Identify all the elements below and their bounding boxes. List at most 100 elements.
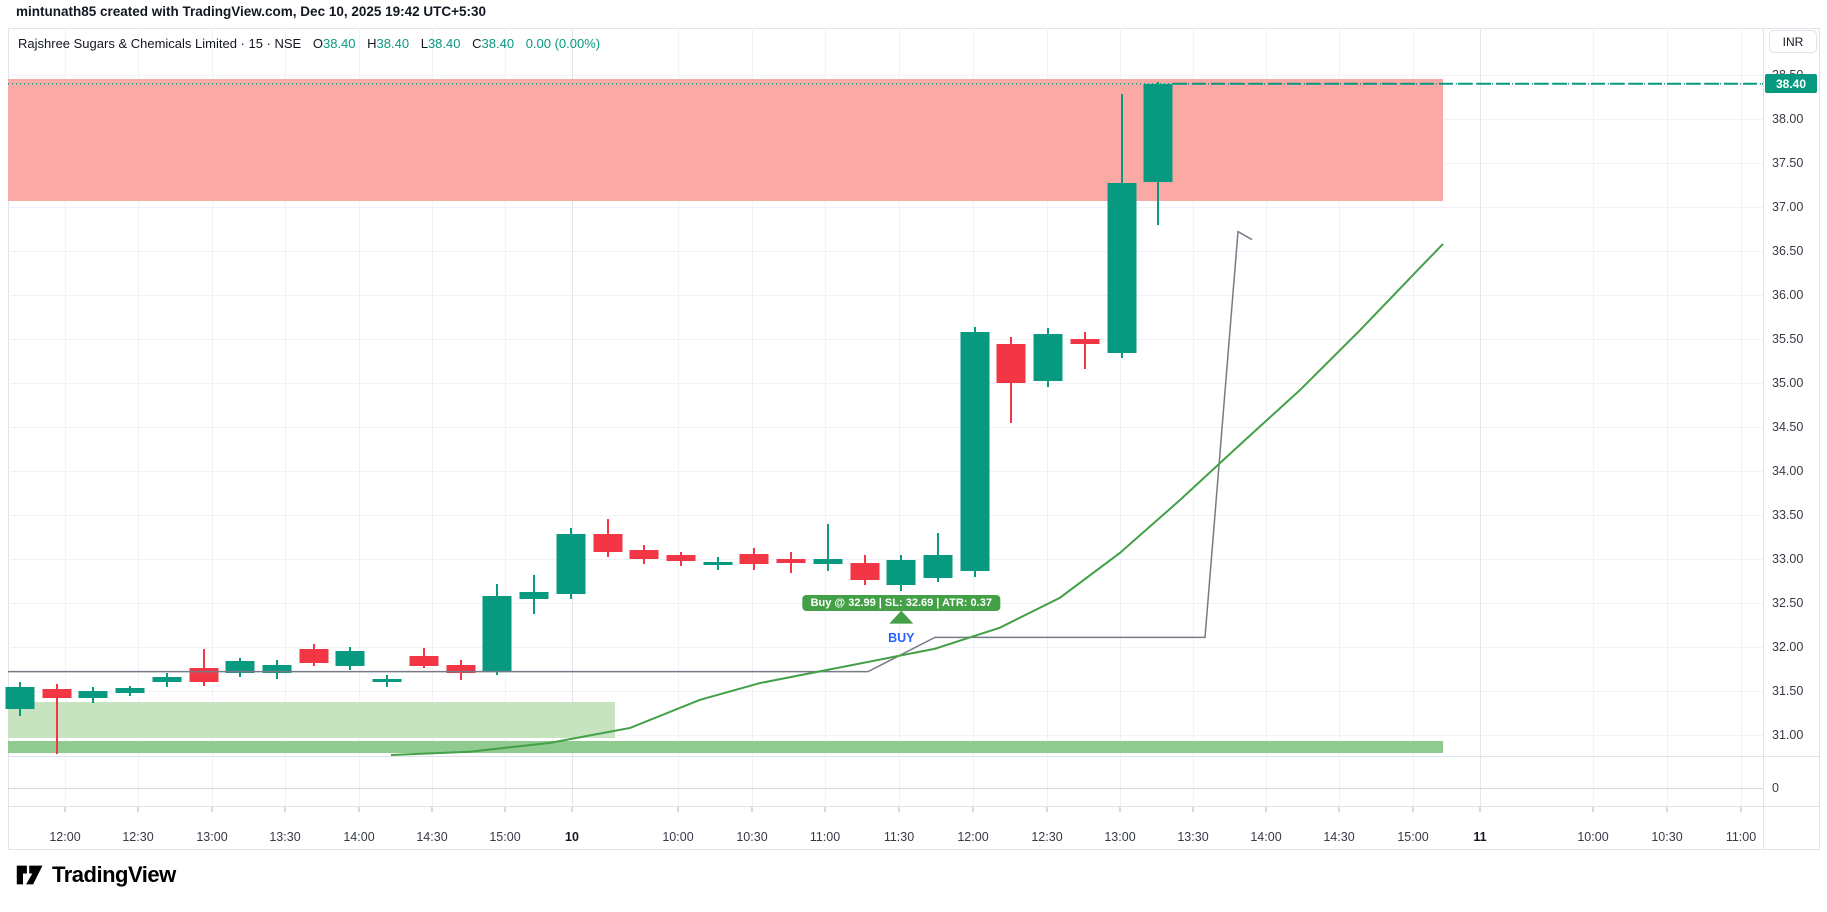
candle-up[interactable] — [556, 534, 586, 595]
low-value: 38.40 — [427, 36, 461, 51]
time-tick-mark — [1740, 807, 1742, 812]
time-tick-mark — [1412, 807, 1414, 812]
candle-up[interactable] — [960, 331, 990, 572]
time-tick-mark — [824, 807, 826, 812]
change-value: 0.00 (0.00%) — [525, 36, 601, 51]
demand-zone[interactable] — [8, 701, 615, 738]
buy-signal-label[interactable]: Buy @ 32.99 | SL: 32.69 | ATR: 0.37 — [802, 594, 1000, 611]
time-tick-label: 15:00 — [489, 830, 521, 844]
horizontal-gridline — [8, 383, 1763, 384]
watermark-attribution: mintunath85 created with TradingView.com… — [16, 4, 487, 19]
time-tick-mark — [1119, 807, 1121, 812]
vertical-gridline — [1667, 28, 1668, 806]
candle-up[interactable] — [115, 688, 145, 693]
time-tick-mark — [972, 807, 974, 812]
buy-marker-text: BUY — [888, 630, 915, 645]
price-tick-label: 32.00 — [1772, 640, 1804, 654]
candle-up[interactable] — [519, 592, 549, 599]
horizontal-gridline — [8, 427, 1763, 428]
candle-up[interactable] — [152, 676, 182, 683]
time-tick-mark — [1265, 807, 1267, 812]
candle-down[interactable] — [42, 689, 72, 699]
candle-up[interactable] — [1107, 183, 1137, 354]
high-label: H — [367, 36, 377, 51]
time-tick-mark — [64, 807, 66, 812]
symbol-title[interactable]: Rajshree Sugars & Chemicals Limited · 15… — [18, 36, 302, 51]
candle-up[interactable] — [886, 559, 916, 586]
candle-down[interactable] — [996, 344, 1026, 383]
candle-down[interactable] — [739, 553, 769, 565]
candle-up[interactable] — [78, 691, 108, 699]
time-tick-mark — [1592, 807, 1594, 812]
horizontal-gridline — [8, 691, 1763, 692]
horizontal-gridline — [8, 559, 1763, 560]
candle-down[interactable] — [666, 555, 696, 561]
currency-button[interactable]: INR — [1769, 30, 1817, 53]
price-tick-label: 33.50 — [1772, 508, 1804, 522]
time-tick-mark — [898, 807, 900, 812]
close-label: C — [472, 36, 482, 51]
high-value: 38.40 — [376, 36, 410, 51]
candle-down[interactable] — [1070, 339, 1100, 345]
price-axis-border — [1763, 28, 1764, 850]
candle-up[interactable] — [335, 650, 365, 667]
time-tick-label: 10:30 — [1651, 830, 1683, 844]
time-tick-label: 12:30 — [122, 830, 154, 844]
candle-up[interactable] — [813, 559, 843, 565]
price-tick-label: 37.00 — [1772, 200, 1804, 214]
candle-up[interactable] — [1033, 333, 1063, 382]
candle-up[interactable] — [923, 555, 953, 579]
price-tick-label: 33.00 — [1772, 552, 1804, 566]
time-tick-label: 11:00 — [1725, 830, 1757, 844]
candle-down[interactable] — [629, 550, 659, 559]
candle-down[interactable] — [446, 664, 476, 674]
candle-up[interactable] — [703, 561, 733, 566]
candle-down[interactable] — [850, 562, 880, 581]
price-tick-label: 32.50 — [1772, 596, 1804, 610]
time-tick-label: 11 — [1473, 830, 1487, 844]
time-tick-mark — [284, 807, 286, 812]
time-tick-label: 14:30 — [416, 830, 448, 844]
tradingview-logo-icon[interactable] — [16, 863, 44, 887]
subpane-zero-line — [8, 788, 1763, 789]
time-tick-label: 11:00 — [809, 830, 841, 844]
candle-down[interactable] — [593, 534, 623, 552]
horizontal-gridline — [8, 339, 1763, 340]
candle-down[interactable] — [409, 655, 439, 667]
candle-up[interactable] — [482, 595, 512, 672]
tradingview-wordmark[interactable]: TradingView — [52, 862, 176, 887]
price-tick-label: 35.50 — [1772, 332, 1804, 346]
horizontal-gridline — [8, 251, 1763, 252]
supply-zone[interactable] — [8, 79, 1443, 201]
candle-wick — [55, 683, 58, 755]
time-tick-label: 10:30 — [736, 830, 768, 844]
price-tick-label: 36.00 — [1772, 288, 1804, 302]
horizontal-gridline — [8, 295, 1763, 296]
candle-up[interactable] — [372, 678, 402, 683]
pane-separator — [8, 756, 1820, 757]
candle-up[interactable] — [5, 686, 35, 709]
time-tick-label: 12:00 — [49, 830, 81, 844]
time-tick-label: 15:00 — [1397, 830, 1429, 844]
candle-up[interactable] — [225, 661, 255, 674]
candle-up[interactable] — [262, 664, 292, 674]
time-tick-label: 11:30 — [883, 830, 915, 844]
horizontal-gridline — [8, 207, 1763, 208]
horizontal-gridline — [8, 647, 1763, 648]
demand-band[interactable] — [8, 741, 1443, 754]
candle-down[interactable] — [776, 559, 806, 563]
time-tick-label: 12:30 — [1031, 830, 1063, 844]
time-tick-label: 12:00 — [957, 830, 989, 844]
price-tick-label: 36.50 — [1772, 244, 1804, 258]
candle-down[interactable] — [189, 668, 219, 683]
time-tick-mark — [431, 807, 433, 812]
price-tick-label: 31.00 — [1772, 728, 1804, 742]
candle-down[interactable] — [299, 648, 329, 663]
candle-up[interactable] — [1143, 83, 1173, 183]
time-tick-label: 10:00 — [1577, 830, 1609, 844]
time-tick-mark — [677, 807, 679, 812]
close-value: 38.40 — [481, 36, 515, 51]
time-tick-mark — [504, 807, 506, 812]
symbol-legend[interactable]: Rajshree Sugars & Chemicals Limited · 15… — [18, 36, 600, 51]
